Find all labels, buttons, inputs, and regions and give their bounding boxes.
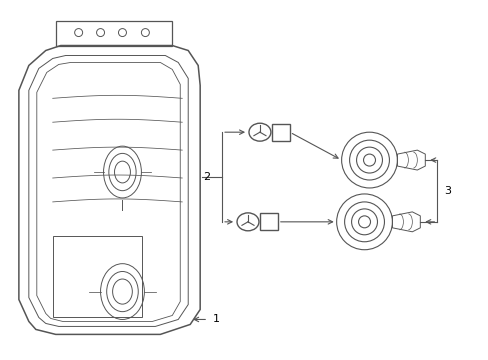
- Text: 2: 2: [203, 172, 210, 182]
- Bar: [53, 236, 142, 318]
- Text: 1: 1: [213, 314, 220, 324]
- Text: 3: 3: [443, 186, 450, 196]
